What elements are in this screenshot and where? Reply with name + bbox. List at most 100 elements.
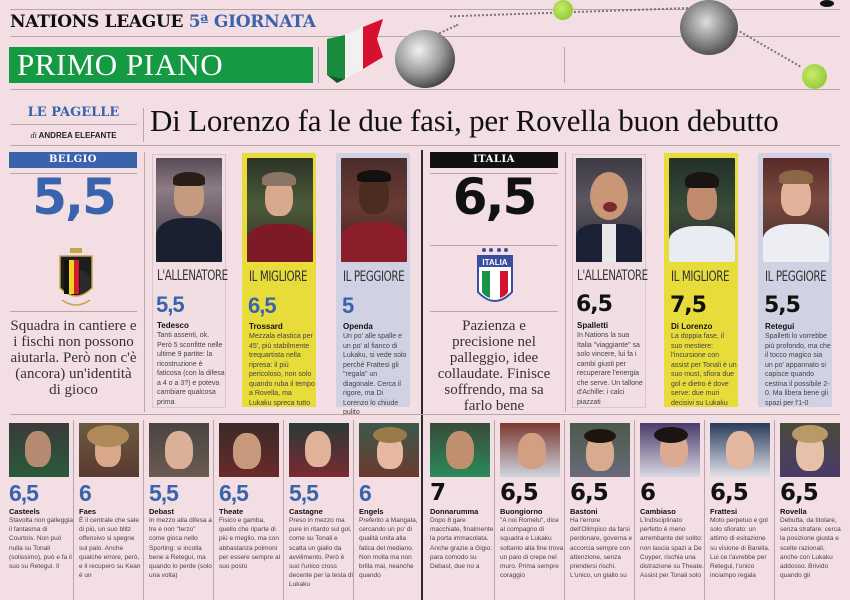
card-person-name: Di Lorenzo	[671, 322, 713, 331]
team-summary-belgio: Squadra in cantiere e i fischi non posso…	[10, 318, 137, 398]
team-rule-italia-2	[430, 245, 558, 246]
italian-flag-icon	[327, 19, 383, 83]
player-name: Buongiorno	[500, 507, 543, 516]
player-belgio-5: 5,5 Castagne Preso in mezzo ma pure in r…	[289, 420, 357, 600]
brand-logo-icon	[820, 0, 834, 7]
player-name: Cambiaso	[640, 507, 676, 516]
player-italia-1: 7 Donnarumma Dopo 8 gare macchiate, fina…	[430, 420, 498, 600]
best-player-photo	[247, 158, 313, 262]
hair	[87, 425, 129, 447]
football-icon-2	[680, 0, 738, 55]
player-score: 6,5	[710, 480, 749, 506]
hair	[262, 172, 296, 186]
player-photo	[359, 423, 419, 477]
players-row-rule	[10, 414, 840, 415]
tennis-ball-icon	[553, 0, 573, 20]
player-score: 6,5	[780, 480, 819, 506]
player-divider	[353, 420, 354, 600]
hair	[685, 172, 719, 188]
player-photo	[289, 423, 349, 477]
belgium-crest-icon	[59, 248, 93, 306]
kicker-competition: NATIONS LEAGUE	[10, 12, 184, 32]
player-divider	[494, 420, 495, 600]
card-person-name: Trossard	[249, 322, 283, 331]
player-photo	[9, 423, 69, 477]
face	[165, 431, 193, 469]
kicker-title: NATIONS LEAGUE 5ª GIORNATA	[10, 12, 316, 32]
face	[726, 431, 754, 469]
player-score: 5,5	[149, 480, 179, 506]
card-best-belgio: IL MIGLIORE 6,5 Trossard Mezzala elastic…	[242, 153, 316, 407]
card-worst-italia: IL PEGGIORE 5,5 Retegui Spalletti lo vor…	[758, 153, 832, 407]
player-text: Debutta, da titolare, senza strafare: ce…	[780, 517, 841, 580]
headline-rule	[10, 145, 840, 146]
shirt	[247, 224, 313, 262]
face	[305, 431, 331, 467]
card-score: 5	[342, 293, 354, 318]
card-best-italia: IL MIGLIORE 7,5 Di Lorenzo La doppia fas…	[664, 153, 738, 407]
player-divider	[143, 420, 144, 600]
player-belgio-1: 6,5 Casteels Stavolta non galleggia il f…	[9, 420, 77, 600]
card-person-name: Openda	[343, 322, 373, 331]
player-italia-5: 6,5 Frattesi Moto perpetuo e gol solo sf…	[710, 420, 778, 600]
player-score: 6	[79, 480, 92, 506]
top-rule	[10, 9, 840, 10]
card-text: Tanti assenti, ok. Però 5 sconfitte nell…	[157, 332, 225, 406]
card-text: Mezzala elastica per 45', più stabilment…	[249, 333, 315, 407]
card-coach-belgio: L'ALLENATORE 5,5 Tedesco Tanti assenti, …	[152, 154, 228, 408]
section-banner: PRIMO PIANO	[9, 47, 313, 83]
player-italia-3: 6,5 Bastoni Ha l'errore dell'Olimpico da…	[570, 420, 638, 600]
player-name: Theate	[219, 507, 244, 516]
player-text: L'indisciplinato perfetto è meno arremba…	[640, 517, 704, 580]
player-name: Casteels	[9, 507, 40, 516]
player-text: Moto perpetuo e gol solo sfiorato: un at…	[710, 517, 770, 580]
face	[518, 433, 546, 469]
player-photo	[219, 423, 279, 477]
byline: di ANDREA ELEFANTE	[10, 131, 137, 140]
player-divider	[774, 420, 775, 600]
shirt	[341, 222, 407, 262]
player-text: Preferito a Mangala, cercando un po' di …	[359, 517, 418, 580]
player-name: Castagne	[289, 507, 323, 516]
face	[590, 172, 628, 220]
hair	[779, 170, 813, 184]
team-rule-2	[10, 311, 137, 312]
shirt	[669, 226, 735, 262]
shirt	[763, 224, 829, 262]
coach-photo	[156, 158, 222, 262]
player-belgio-4: 6,5 Theate Fisico e gamba, quello che ri…	[219, 420, 287, 600]
player-text: "A noi Romelu", dice al compagno di squa…	[500, 517, 564, 580]
card-person-name: Tedesco	[157, 321, 189, 330]
player-belgio-3: 5,5 Debast In mezzo alla difesa a tre e …	[149, 420, 217, 600]
player-photo	[640, 423, 700, 477]
card-role: L'ALLENATORE	[577, 268, 648, 284]
player-score: 6	[359, 480, 372, 506]
card-person-name: Spalletti	[577, 321, 609, 330]
player-text: Stavolta non galleggia il fantasma di Co…	[9, 517, 73, 571]
player-divider	[564, 420, 565, 600]
player-text: Fisico e gamba, quello che riparte di pi…	[219, 517, 281, 571]
column-divider	[144, 152, 145, 412]
worst-player-photo	[341, 158, 407, 262]
team-label-belgio: BELGIO	[9, 152, 137, 168]
team-label-italia: ITALIA	[430, 152, 558, 168]
hair	[173, 172, 205, 186]
player-belgio-6: 6 Engels Preferito a Mangala, cercando u…	[359, 420, 427, 600]
team-score-italia: 6,5	[452, 168, 538, 226]
card-text: Spalletti lo vorrebbe più profondo, ma c…	[765, 333, 831, 407]
player-italia-2: 6,5 Buongiorno "A noi Romelu", dice al c…	[500, 420, 568, 600]
scarf	[156, 218, 222, 262]
face	[233, 433, 261, 469]
player-photo	[710, 423, 770, 477]
card-role: IL MIGLIORE	[249, 269, 308, 285]
best-player-photo	[669, 158, 735, 262]
headline-divider	[143, 108, 144, 142]
coach-photo	[576, 158, 642, 262]
section-rule	[10, 89, 840, 90]
player-score: 6,5	[570, 480, 609, 506]
card-score: 6,5	[576, 292, 613, 317]
card-worst-belgio: IL PEGGIORE 5 Openda Un po' alle spalle …	[336, 153, 410, 416]
player-score: 7	[430, 480, 446, 506]
player-text: In mezzo alla difesa a tre e non "terzo"…	[149, 517, 212, 580]
player-photo	[79, 423, 139, 477]
